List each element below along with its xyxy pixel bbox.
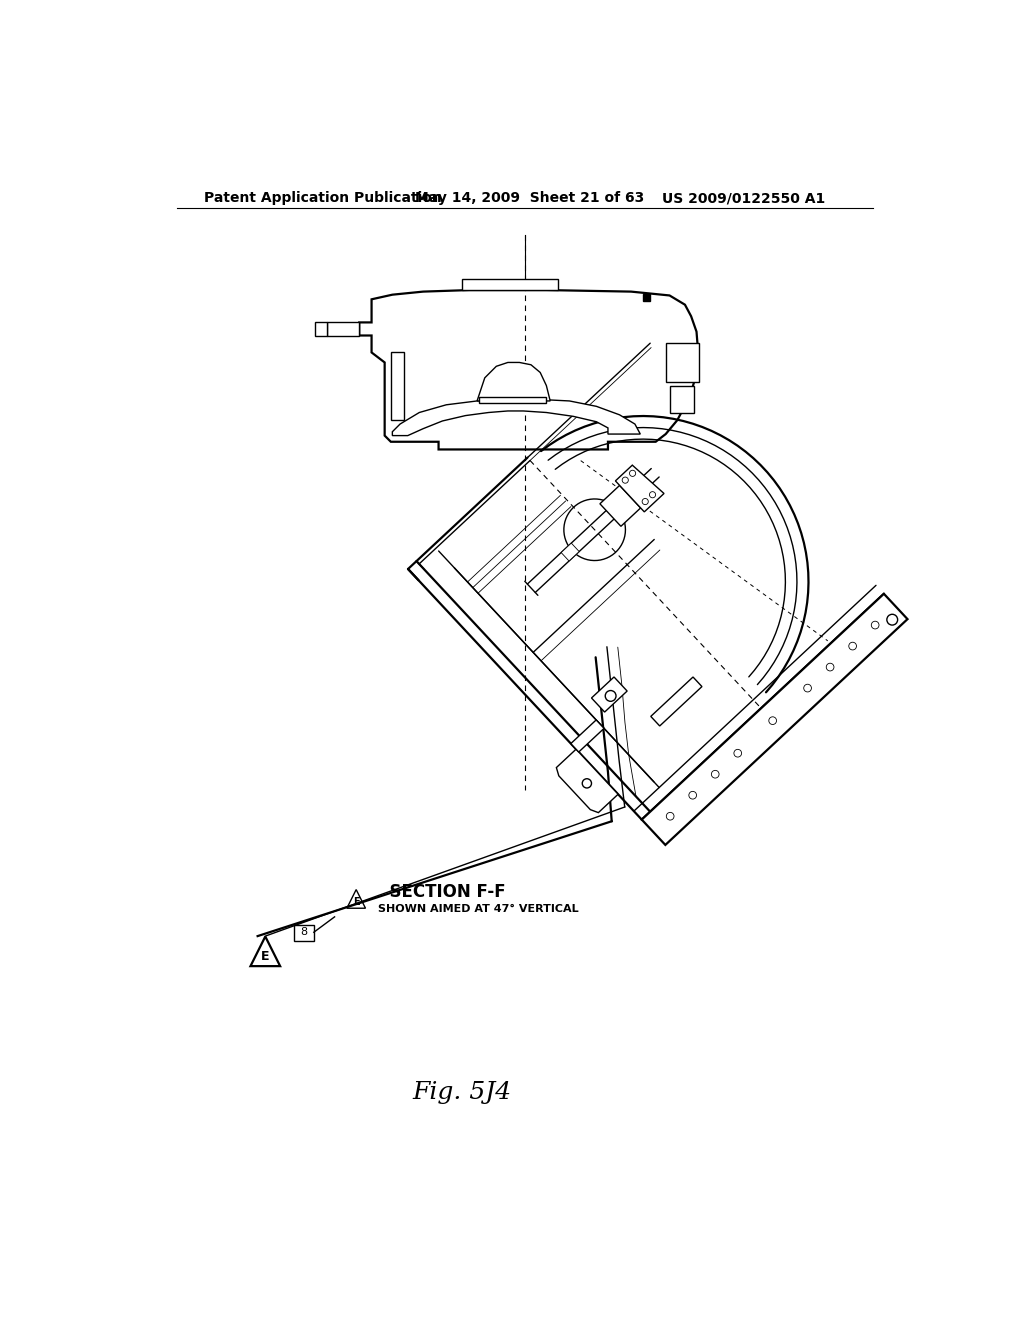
- Circle shape: [871, 622, 879, 628]
- Circle shape: [849, 643, 856, 649]
- Polygon shape: [642, 594, 907, 845]
- Text: 8: 8: [300, 927, 307, 937]
- Circle shape: [804, 684, 811, 692]
- Polygon shape: [561, 543, 580, 561]
- Circle shape: [734, 750, 741, 758]
- Text: SECTION F-F: SECTION F-F: [379, 883, 506, 902]
- Text: Fig. 5J4: Fig. 5J4: [412, 1081, 511, 1104]
- Polygon shape: [391, 352, 403, 420]
- Polygon shape: [462, 279, 558, 290]
- Polygon shape: [556, 750, 618, 813]
- Bar: [294, 924, 313, 941]
- Polygon shape: [477, 363, 550, 401]
- Polygon shape: [670, 385, 694, 412]
- Polygon shape: [327, 322, 359, 335]
- Polygon shape: [359, 290, 698, 449]
- Circle shape: [630, 470, 636, 477]
- Circle shape: [605, 690, 616, 701]
- Bar: [643, 294, 649, 301]
- Polygon shape: [479, 397, 547, 404]
- Circle shape: [583, 779, 592, 788]
- Circle shape: [826, 663, 834, 671]
- Text: E: E: [261, 950, 269, 964]
- Polygon shape: [592, 677, 627, 711]
- Polygon shape: [615, 465, 664, 512]
- Circle shape: [769, 717, 776, 725]
- Circle shape: [642, 499, 648, 504]
- Text: US 2009/0122550 A1: US 2009/0122550 A1: [662, 191, 825, 206]
- Text: E: E: [353, 898, 359, 907]
- Polygon shape: [315, 322, 327, 335]
- Circle shape: [689, 792, 696, 799]
- Polygon shape: [666, 343, 698, 381]
- Circle shape: [623, 477, 629, 483]
- Polygon shape: [392, 400, 640, 436]
- Polygon shape: [570, 719, 604, 752]
- Text: SHOWN AIMED AT 47° VERTICAL: SHOWN AIMED AT 47° VERTICAL: [379, 904, 580, 915]
- Circle shape: [712, 771, 719, 777]
- Polygon shape: [651, 677, 701, 726]
- Text: Patent Application Publication: Patent Application Publication: [204, 191, 441, 206]
- Circle shape: [887, 614, 898, 626]
- Circle shape: [667, 812, 674, 820]
- Circle shape: [649, 491, 655, 498]
- Polygon shape: [600, 486, 641, 527]
- Text: May 14, 2009  Sheet 21 of 63: May 14, 2009 Sheet 21 of 63: [416, 191, 645, 206]
